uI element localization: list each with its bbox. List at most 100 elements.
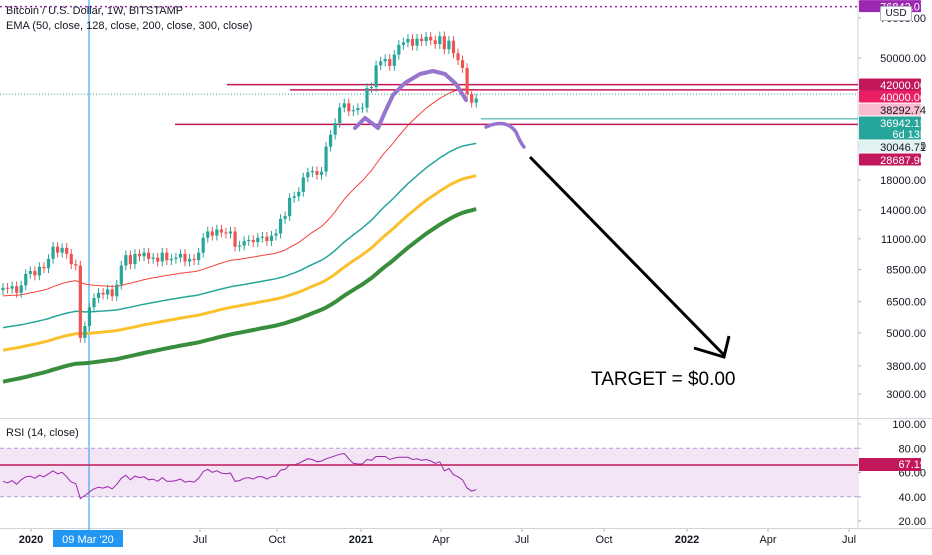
candle-body (324, 146, 328, 172)
price-tick-label: 3000.00 (886, 389, 926, 401)
price-label: 42000.00 (880, 80, 926, 92)
candle-body (265, 236, 269, 242)
candle-body (342, 103, 346, 108)
price-label-bg (859, 116, 921, 129)
candle-body (292, 196, 296, 198)
candle-body (210, 231, 214, 236)
candle-body (306, 172, 310, 178)
candle-body (433, 40, 437, 45)
rsi-current-label: 67.19 (898, 459, 926, 471)
candle-body (56, 246, 60, 253)
candle-body (119, 265, 123, 285)
time-tick-label: 2020 (19, 534, 43, 546)
price-label: 38292.74 (880, 105, 926, 117)
candle-body (406, 38, 410, 43)
candle-body (19, 285, 23, 293)
candle-body (133, 253, 137, 265)
price-label: 36942.15 (880, 118, 926, 130)
target-annotation: TARGET = $0.00 (591, 369, 736, 390)
candle-body (215, 229, 219, 236)
candle-body (65, 247, 69, 254)
candle-body (106, 289, 110, 295)
candle-body (169, 258, 173, 261)
candle-body (46, 258, 51, 269)
candle-body (465, 67, 469, 94)
candle-body (442, 36, 446, 50)
candle-body (319, 171, 324, 175)
candle-body (1, 287, 5, 291)
candle-body (410, 38, 415, 46)
price-label-bg (859, 140, 921, 153)
chart-title: Bitcoin / U.S. Dollar, 1W, BITSTAMP (6, 5, 184, 17)
price-tick-label: 8500.00 (886, 265, 926, 277)
candle-body (247, 239, 251, 242)
candle-body (251, 239, 255, 243)
candle-body (115, 284, 119, 297)
price-label: 30046.71 (880, 142, 926, 154)
candle-body (24, 273, 28, 286)
candle-body (160, 252, 164, 262)
price-label-bg (859, 78, 921, 91)
candle-body (233, 231, 237, 247)
candle-body (206, 231, 210, 238)
candle-body (278, 218, 283, 234)
candle-body (415, 38, 419, 46)
candle-body (351, 110, 355, 112)
candle-body (96, 292, 101, 299)
candle-body (174, 257, 178, 259)
candle-body (83, 326, 87, 338)
time-tick-label: Oct (595, 534, 612, 546)
candle-body (392, 54, 396, 66)
currency-button[interactable]: USD (880, 6, 912, 21)
candle-body (360, 107, 365, 109)
candle-body (110, 289, 114, 297)
candle-body (260, 236, 264, 238)
candle-body (28, 271, 32, 274)
candle-body (424, 36, 428, 42)
candle-body (101, 292, 105, 295)
price-tick-label: 5000.00 (886, 328, 926, 340)
ema300-line (2, 207, 477, 384)
candle-body (288, 197, 292, 217)
candle-body (397, 44, 401, 55)
head-shoulders-curve (353, 69, 468, 130)
candle-body (256, 237, 260, 243)
candle-body (438, 36, 442, 45)
candle-body (228, 231, 233, 234)
candle-body (297, 191, 301, 197)
candle-body (379, 61, 383, 66)
price-tick-label: 14000.00 (880, 205, 926, 217)
candle-body (388, 58, 392, 66)
crosshair-time-label: 09 Mar '20 (62, 534, 114, 546)
candle-body (365, 87, 369, 108)
candle-body (474, 98, 478, 103)
price-tick-label: 18000.00 (880, 175, 926, 187)
price-tick-label: 3800.00 (886, 361, 926, 373)
target-arrow-line (528, 155, 726, 357)
ema-indicator-label: EMA (50, close, 128, close, 200, close, … (6, 20, 253, 32)
rsi-tick-label: 40.00 (898, 492, 926, 504)
target-arrow-head (693, 335, 731, 359)
candle-body (74, 264, 78, 266)
right-shoulder-curve (484, 121, 526, 149)
price-label-bg (859, 90, 921, 103)
rsi-current-bg (859, 458, 921, 471)
candle-body (301, 177, 305, 192)
time-tick-label: 2021 (349, 534, 373, 546)
price-label-bg (859, 127, 921, 140)
candle-body (178, 253, 183, 258)
crosshair-time-bg (53, 530, 123, 547)
candle-body (429, 36, 433, 41)
candle-body (242, 241, 246, 246)
time-tick-label: Oct (268, 534, 285, 546)
candle-body (420, 38, 424, 42)
candle-body (183, 253, 187, 262)
candle-body (124, 255, 128, 266)
candle-body (219, 229, 223, 233)
candle-body (456, 53, 460, 61)
candle-body (137, 253, 142, 257)
candle-body (192, 258, 196, 261)
candle-body (147, 252, 151, 259)
